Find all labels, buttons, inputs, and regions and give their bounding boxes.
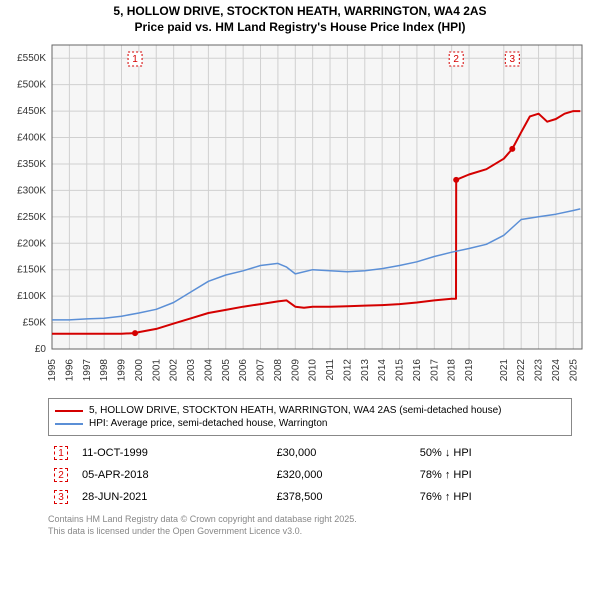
legend: 5, HOLLOW DRIVE, STOCKTON HEATH, WARRING… — [48, 398, 572, 436]
x-tick-label: 2021 — [499, 359, 510, 382]
sale-point-1 — [132, 330, 138, 336]
x-tick-label: 2018 — [447, 359, 458, 382]
sale-date: 11-OCT-1999 — [76, 442, 271, 464]
y-tick-label: £250K — [17, 212, 46, 223]
x-tick-label: 2009 — [290, 359, 301, 382]
table-row: 3 28-JUN-2021£378,50076% ↑ HPI — [48, 486, 572, 508]
x-tick-label: 2000 — [134, 359, 145, 382]
marker-ref-3: 3 — [54, 490, 68, 504]
x-tick-label: 2001 — [151, 359, 162, 382]
sale-hpi-delta: 50% ↓ HPI — [414, 442, 572, 464]
x-tick-label: 2019 — [464, 359, 475, 382]
table-row: 1 11-OCT-1999£30,00050% ↓ HPI — [48, 442, 572, 464]
x-tick-label: 1995 — [47, 359, 58, 382]
x-tick-label: 2002 — [169, 359, 180, 382]
y-tick-label: £350K — [17, 159, 46, 170]
sale-price: £378,500 — [271, 486, 414, 508]
price-chart: £0 £50K £100K £150K £200K £250K £300K £350K £400… — [8, 39, 592, 394]
x-tick-label: 2014 — [377, 359, 388, 382]
x-tick-label: 2025 — [568, 359, 579, 382]
marker-ref-2: 2 — [54, 468, 68, 482]
sale-date: 28-JUN-2021 — [76, 486, 271, 508]
x-tick-label: 2003 — [186, 359, 197, 382]
sale-point-3 — [509, 146, 515, 152]
marker-num-1: 1 — [132, 54, 138, 65]
title-line2: Price paid vs. HM Land Registry's House … — [8, 20, 592, 36]
y-tick-label: £300K — [17, 186, 46, 197]
sale-price: £30,000 — [271, 442, 414, 464]
marker-num-2: 2 — [453, 54, 459, 65]
x-tick-label: 2016 — [412, 359, 423, 382]
x-tick-label: 2017 — [429, 359, 440, 382]
sales-table: 1 11-OCT-1999£30,00050% ↓ HPI 2 05-APR-2018… — [48, 442, 572, 508]
x-tick-label: 2006 — [238, 359, 249, 382]
x-tick-label: 2013 — [360, 359, 371, 382]
sale-date: 05-APR-2018 — [76, 464, 271, 486]
x-tick-label: 2007 — [256, 359, 267, 382]
sale-price: £320,000 — [271, 464, 414, 486]
x-tick-label: 2023 — [534, 359, 545, 382]
x-tick-label: 1998 — [99, 359, 110, 382]
x-tick-label: 2024 — [551, 359, 562, 382]
footer-attribution: Contains HM Land Registry data © Crown c… — [48, 514, 572, 537]
y-tick-label: £400K — [17, 133, 46, 144]
title-line1: 5, HOLLOW DRIVE, STOCKTON HEATH, WARRING… — [8, 4, 592, 20]
legend-swatch — [55, 410, 83, 412]
x-tick-label: 2012 — [342, 359, 353, 382]
x-tick-label: 2010 — [308, 359, 319, 382]
legend-label: 5, HOLLOW DRIVE, STOCKTON HEATH, WARRING… — [89, 405, 502, 416]
marker-ref-1: 1 — [54, 446, 68, 460]
legend-label: HPI: Average price, semi-detached house,… — [89, 418, 327, 429]
marker-num-3: 3 — [510, 54, 516, 65]
table-row: 2 05-APR-2018£320,00078% ↑ HPI — [48, 464, 572, 486]
x-tick-label: 2022 — [516, 359, 527, 382]
x-tick-label: 1996 — [64, 359, 75, 382]
y-tick-label: £100K — [17, 291, 46, 302]
legend-swatch — [55, 423, 83, 425]
x-tick-label: 2015 — [395, 359, 406, 382]
x-tick-label: 2004 — [203, 359, 214, 382]
legend-item: 5, HOLLOW DRIVE, STOCKTON HEATH, WARRING… — [55, 405, 565, 416]
footer-line2: This data is licensed under the Open Gov… — [48, 526, 572, 538]
sale-hpi-delta: 76% ↑ HPI — [414, 486, 572, 508]
plot-bg — [52, 45, 582, 349]
footer-line1: Contains HM Land Registry data © Crown c… — [48, 514, 572, 526]
sale-hpi-delta: 78% ↑ HPI — [414, 464, 572, 486]
chart-title: 5, HOLLOW DRIVE, STOCKTON HEATH, WARRING… — [8, 4, 592, 35]
y-tick-label: £450K — [17, 106, 46, 117]
x-tick-label: 2005 — [221, 359, 232, 382]
y-tick-label: £150K — [17, 265, 46, 276]
legend-item: HPI: Average price, semi-detached house,… — [55, 418, 565, 429]
y-tick-label: £50K — [23, 318, 47, 329]
x-tick-label: 2008 — [273, 359, 284, 382]
x-tick-label: 1997 — [82, 359, 93, 382]
y-tick-label: £200K — [17, 238, 46, 249]
y-tick-label: £550K — [17, 53, 46, 64]
x-tick-label: 1999 — [117, 359, 128, 382]
y-tick-label: £500K — [17, 80, 46, 91]
chart-svg: £0 £50K £100K £150K £200K £250K £300K £350K £400… — [8, 39, 592, 389]
sale-point-2 — [453, 177, 459, 183]
y-tick-label: £0 — [35, 344, 47, 355]
x-tick-label: 2011 — [325, 359, 336, 381]
